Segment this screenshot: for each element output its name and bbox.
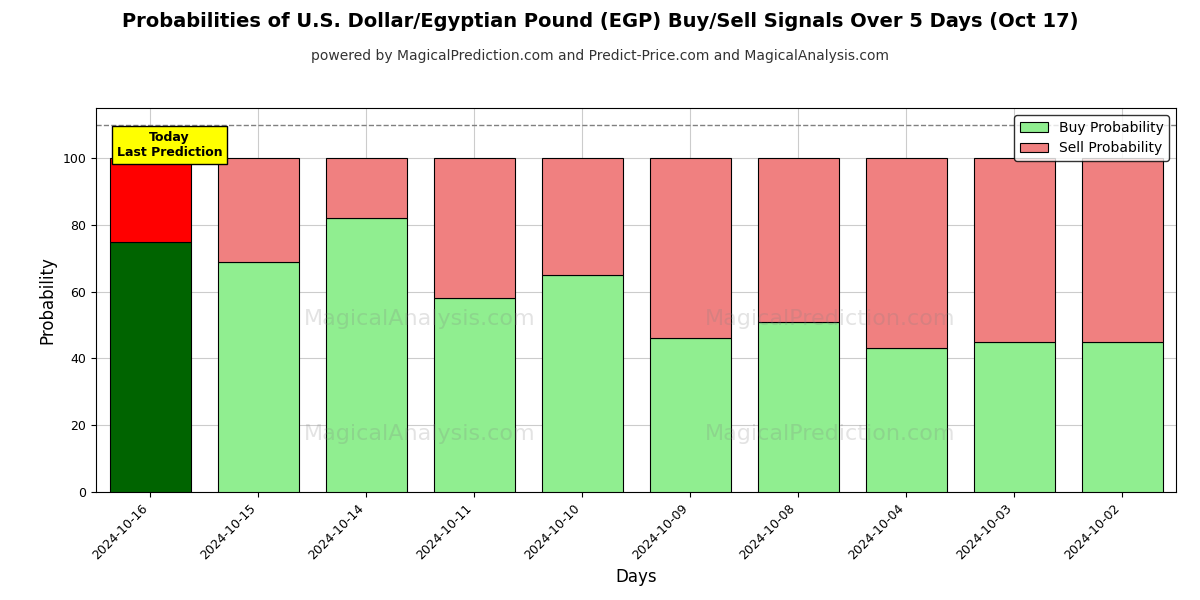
Text: Probabilities of U.S. Dollar/Egyptian Pound (EGP) Buy/Sell Signals Over 5 Days (: Probabilities of U.S. Dollar/Egyptian Po…: [121, 12, 1079, 31]
Bar: [649, 338, 731, 492]
Text: MagicalAnalysis.com: MagicalAnalysis.com: [304, 424, 536, 445]
Text: MagicalPrediction.com: MagicalPrediction.com: [706, 424, 955, 445]
Bar: [433, 298, 515, 492]
Bar: [217, 262, 299, 492]
Bar: [109, 242, 191, 492]
Text: MagicalAnalysis.com: MagicalAnalysis.com: [304, 309, 536, 329]
Text: Today
Last Prediction: Today Last Prediction: [116, 131, 222, 160]
X-axis label: Days: Days: [616, 568, 656, 586]
Y-axis label: Probability: Probability: [38, 256, 56, 344]
Text: MagicalPrediction.com: MagicalPrediction.com: [706, 309, 955, 329]
Bar: [649, 158, 731, 338]
Bar: [1081, 158, 1163, 342]
Text: powered by MagicalPrediction.com and Predict-Price.com and MagicalAnalysis.com: powered by MagicalPrediction.com and Pre…: [311, 49, 889, 63]
Bar: [757, 158, 839, 322]
Bar: [757, 322, 839, 492]
Bar: [541, 275, 623, 492]
Bar: [433, 158, 515, 298]
Bar: [325, 218, 407, 492]
Bar: [973, 158, 1055, 342]
Bar: [1081, 342, 1163, 492]
Bar: [865, 158, 947, 349]
Legend: Buy Probability, Sell Probability: Buy Probability, Sell Probability: [1014, 115, 1169, 161]
Bar: [325, 158, 407, 218]
Bar: [865, 349, 947, 492]
Bar: [217, 158, 299, 262]
Bar: [109, 158, 191, 242]
Bar: [541, 158, 623, 275]
Bar: [973, 342, 1055, 492]
